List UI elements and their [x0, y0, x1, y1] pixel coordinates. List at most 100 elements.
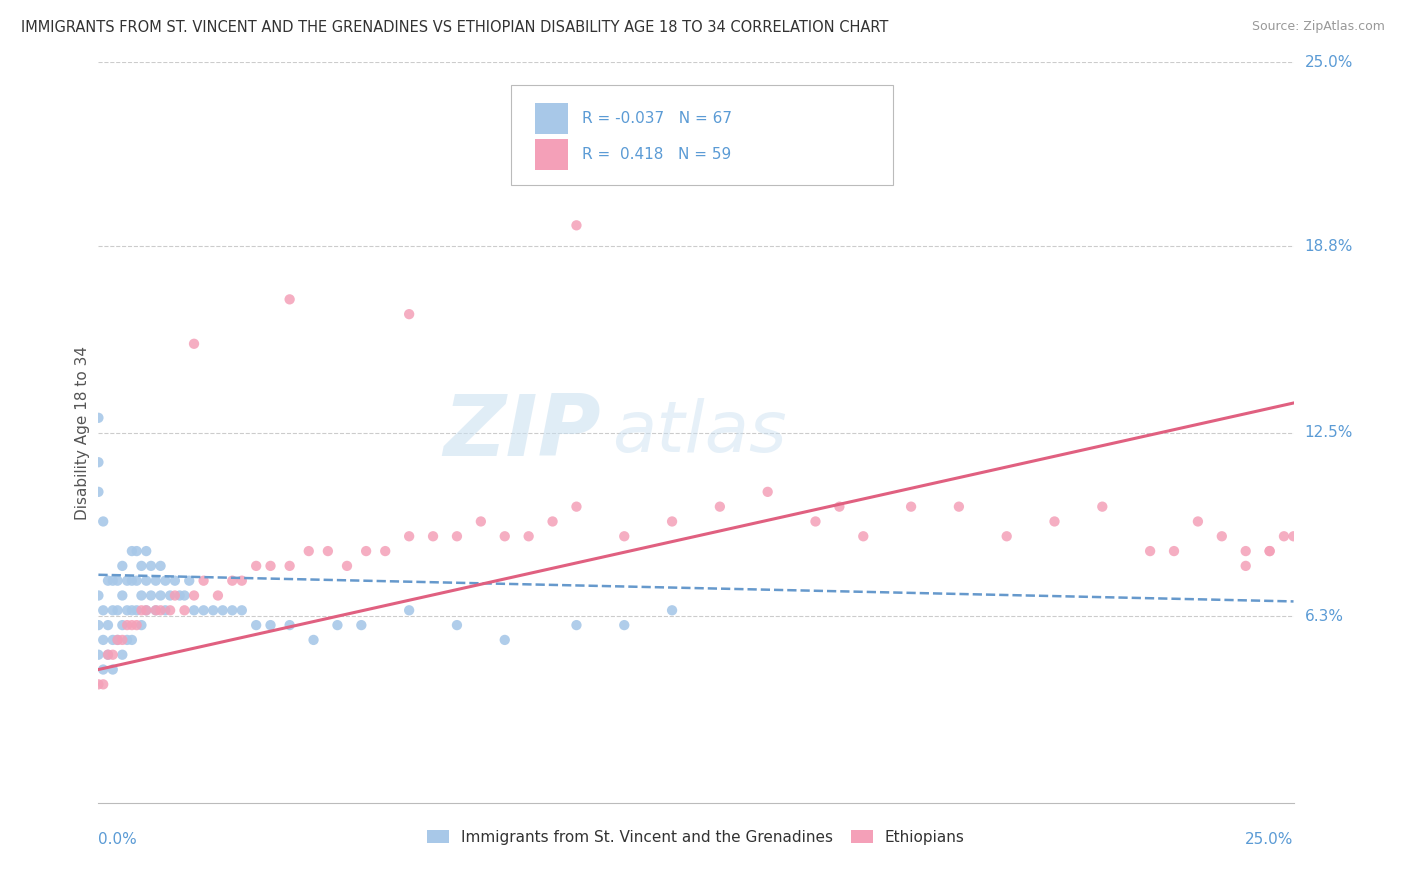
FancyBboxPatch shape [534, 103, 568, 135]
Point [125, 603, 148, 617]
Point [1139, 544, 1161, 558]
Point [91, 603, 114, 617]
Point [111, 589, 134, 603]
Point [278, 558, 301, 573]
Point [107, 603, 129, 617]
FancyBboxPatch shape [534, 138, 568, 169]
Point [316, 544, 339, 558]
Point [221, 574, 243, 588]
Point [613, 529, 636, 543]
Point [139, 589, 162, 603]
Point [101, 603, 124, 617]
Y-axis label: Disability Age 18 to 34: Disability Age 18 to 34 [75, 345, 90, 520]
Point [97, 648, 120, 662]
Point [193, 574, 215, 588]
Point [446, 618, 468, 632]
Point [87, 618, 110, 632]
Point [494, 529, 516, 543]
Point [87, 455, 110, 469]
Text: Source: ZipAtlas.com: Source: ZipAtlas.com [1251, 20, 1385, 33]
Point [852, 529, 875, 543]
Point [87, 589, 110, 603]
Point [183, 336, 205, 351]
Point [756, 484, 779, 499]
Point [446, 529, 468, 543]
Text: R =  0.418   N = 59: R = 0.418 N = 59 [582, 147, 731, 161]
Point [149, 603, 172, 617]
Point [541, 515, 564, 529]
Point [326, 618, 349, 632]
Point [183, 603, 205, 617]
Point [111, 632, 134, 647]
Point [350, 618, 373, 632]
Text: 25.0%: 25.0% [1305, 55, 1353, 70]
Point [121, 618, 143, 632]
Point [613, 618, 636, 632]
Point [852, 129, 875, 144]
Point [354, 544, 377, 558]
Point [173, 603, 195, 617]
Point [517, 529, 540, 543]
Point [87, 648, 110, 662]
Point [121, 632, 143, 647]
Point [149, 589, 172, 603]
Point [202, 603, 225, 617]
Point [828, 500, 851, 514]
Text: atlas: atlas [613, 398, 787, 467]
Point [494, 632, 516, 647]
Text: IMMIGRANTS FROM ST. VINCENT AND THE GRENADINES VS ETHIOPIAN DISABILITY AGE 18 TO: IMMIGRANTS FROM ST. VINCENT AND THE GREN… [21, 20, 889, 35]
Point [1043, 515, 1066, 529]
Point [135, 603, 157, 617]
Point [121, 544, 143, 558]
Point [302, 632, 325, 647]
Point [135, 574, 157, 588]
Point [948, 500, 970, 514]
Point [231, 603, 253, 617]
Point [1163, 544, 1185, 558]
Point [131, 558, 153, 573]
Point [135, 603, 157, 617]
Point [101, 648, 124, 662]
Point [163, 589, 186, 603]
Point [155, 603, 177, 617]
Point [245, 618, 267, 632]
Point [139, 558, 162, 573]
Point [565, 500, 588, 514]
FancyBboxPatch shape [510, 85, 893, 185]
Text: 0.0%: 0.0% [98, 832, 138, 847]
Point [91, 677, 114, 691]
Point [1091, 500, 1114, 514]
Point [179, 574, 201, 588]
Point [169, 589, 191, 603]
Point [336, 558, 359, 573]
Point [1211, 529, 1233, 543]
Point [565, 618, 588, 632]
Point [470, 515, 492, 529]
Text: 6.3%: 6.3% [1305, 608, 1344, 624]
Point [111, 558, 134, 573]
Point [163, 574, 186, 588]
Point [245, 558, 267, 573]
Point [1187, 515, 1209, 529]
Point [101, 632, 124, 647]
Point [101, 663, 124, 677]
Point [91, 663, 114, 677]
Point [211, 603, 233, 617]
Point [221, 603, 243, 617]
Point [111, 618, 134, 632]
Point [159, 589, 181, 603]
Text: 25.0%: 25.0% [1246, 832, 1294, 847]
Point [145, 603, 167, 617]
Point [278, 293, 301, 307]
Legend: Immigrants from St. Vincent and the Grenadines, Ethiopians: Immigrants from St. Vincent and the Gren… [422, 823, 970, 851]
Text: 12.5%: 12.5% [1305, 425, 1353, 440]
Point [661, 603, 683, 617]
Point [101, 574, 124, 588]
Point [149, 558, 172, 573]
Point [565, 219, 588, 233]
Point [193, 603, 215, 617]
Point [107, 632, 129, 647]
Point [804, 515, 827, 529]
Point [107, 632, 129, 647]
Point [97, 648, 120, 662]
